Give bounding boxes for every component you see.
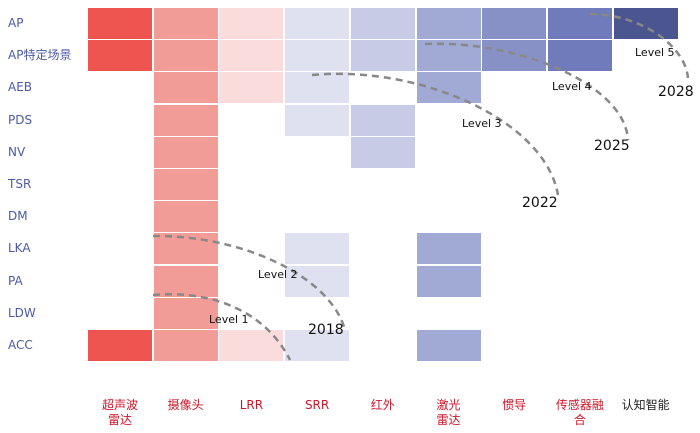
column-label: LRR — [239, 398, 264, 412]
matrix-cell — [153, 233, 218, 265]
matrix-cell — [547, 8, 612, 39]
matrix-cell — [416, 72, 481, 104]
matrix-cell — [416, 330, 481, 361]
matrix-cell — [153, 330, 218, 361]
level-arc — [152, 234, 347, 331]
row-label: TSR — [8, 177, 32, 191]
column-label: 超声波 雷达 — [101, 398, 138, 427]
row-label: PDS — [8, 112, 33, 127]
level-label: Level 1 — [209, 313, 249, 326]
matrix-cell — [153, 40, 218, 72]
level-arc — [589, 12, 690, 79]
matrix-cell — [482, 40, 547, 72]
column-label: 传感器融合 — [555, 398, 604, 427]
matrix-cell — [153, 265, 218, 297]
level-label: Level 2 — [258, 268, 298, 281]
matrix-cell — [350, 40, 415, 72]
matrix-cell — [153, 72, 218, 104]
matrix-cell — [219, 72, 284, 104]
matrix-cell — [285, 8, 350, 39]
matrix-cell — [416, 40, 481, 72]
matrix-cell — [219, 8, 284, 39]
matrix-cell — [285, 40, 350, 72]
year-label: 2028 — [658, 84, 694, 100]
matrix-cell — [153, 169, 218, 200]
column-label: 摄像头 — [167, 398, 204, 412]
matrix-cell — [88, 330, 152, 361]
matrix-cell — [285, 72, 350, 104]
level-label: Level 4 — [552, 80, 592, 93]
matrix-cell — [88, 8, 152, 39]
matrix-cell — [153, 8, 218, 39]
row-label: LKA — [8, 241, 31, 256]
matrix-cell — [285, 265, 350, 297]
row-label: AP — [8, 16, 24, 30]
row-label: AEB — [8, 80, 33, 95]
matrix-cell — [613, 8, 678, 39]
row-label: LDW — [8, 305, 36, 320]
matrix-cell — [153, 104, 218, 136]
column-label: 惯导 — [502, 398, 527, 412]
year-label: 2022 — [522, 195, 558, 211]
matrix-cell — [416, 233, 481, 265]
level-arc — [152, 293, 292, 361]
row-label: PA — [8, 273, 23, 288]
matrix-cell — [153, 201, 218, 233]
matrix-cell — [285, 233, 350, 265]
matrix-cell — [482, 8, 547, 39]
year-label: 2025 — [594, 138, 630, 154]
column-label: 红外 — [370, 398, 395, 412]
matrix-cell — [285, 330, 350, 361]
matrix-cell — [153, 297, 218, 329]
matrix-cell — [153, 136, 218, 168]
matrix-cell — [350, 104, 415, 136]
row-label: AP特定场景 — [8, 48, 72, 63]
level-arc — [424, 42, 630, 141]
matrix-cell — [547, 40, 612, 72]
matrix-cell — [416, 8, 481, 39]
matrix-cell — [416, 265, 481, 297]
matrix-cell — [285, 104, 350, 136]
year-label: 2018 — [308, 322, 344, 338]
level-arc — [311, 72, 560, 196]
matrix-cell — [88, 40, 152, 72]
level-label: Level 3 — [462, 117, 502, 130]
matrix-cell — [219, 330, 284, 361]
column-label: 激光 雷达 — [436, 398, 461, 427]
matrix-cell — [219, 40, 284, 72]
row-label: ACC — [8, 338, 33, 352]
matrix-cell — [350, 8, 415, 39]
matrix-cell — [350, 136, 415, 168]
row-label: NV — [8, 144, 26, 159]
column-label: SRR — [304, 398, 330, 412]
column-label: 认知智能 — [621, 398, 670, 412]
row-label: DM — [8, 209, 28, 224]
level-label: Level 5 — [635, 46, 675, 59]
